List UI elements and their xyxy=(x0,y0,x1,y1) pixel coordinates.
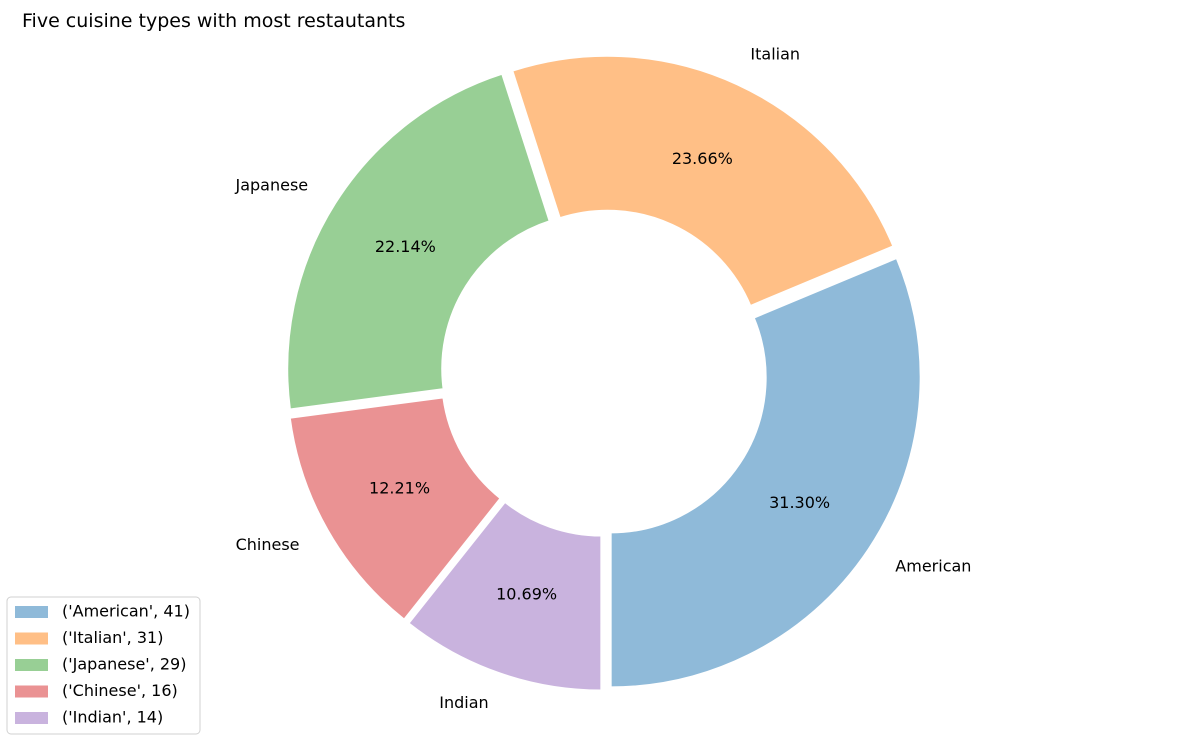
legend-frame xyxy=(6,596,201,735)
slice-label-american: American xyxy=(895,557,971,576)
legend-swatch-chinese xyxy=(15,685,48,698)
percent-label-japanese: 22.14% xyxy=(375,237,436,256)
slice-american xyxy=(609,256,922,689)
legend-swatch-indian xyxy=(15,712,48,724)
slice-japanese xyxy=(286,72,551,411)
legend-swatch-italian xyxy=(15,632,48,645)
slice-label-chinese: Chinese xyxy=(236,535,300,554)
legend-label-japanese: ('Japanese', 29) xyxy=(62,655,186,674)
percent-label-chinese: 12.21% xyxy=(369,478,430,497)
slice-label-indian: Indian xyxy=(439,693,488,712)
legend: ('American', 41) ('Italian', 31) ('Japanes… xyxy=(6,596,201,735)
legend-label-american: ('American', 41) xyxy=(62,602,190,621)
slices-group xyxy=(286,54,922,692)
slice-italian xyxy=(511,54,895,308)
chart-title: Five cuisine types with most restautants xyxy=(22,10,405,32)
slice-indian xyxy=(407,500,603,692)
percent-label-indian: 10.69% xyxy=(496,584,557,603)
labels-group: American 31.30% Italian 23.66% Japanese 22.14… xyxy=(234,45,971,712)
percent-label-italian: 23.66% xyxy=(672,149,733,168)
percent-label-american: 31.30% xyxy=(769,493,830,512)
slice-chinese xyxy=(288,396,503,622)
legend-swatch-japanese xyxy=(15,659,48,671)
slice-label-italian: Italian xyxy=(750,45,800,64)
legend-label-italian: ('Italian', 31) xyxy=(62,628,163,647)
slice-label-japanese: Japanese xyxy=(234,176,308,195)
legend-label-chinese: ('Chinese', 16) xyxy=(62,681,178,700)
legend-swatch-american xyxy=(15,606,48,618)
legend-label-indian: ('Indian', 14) xyxy=(62,708,163,727)
